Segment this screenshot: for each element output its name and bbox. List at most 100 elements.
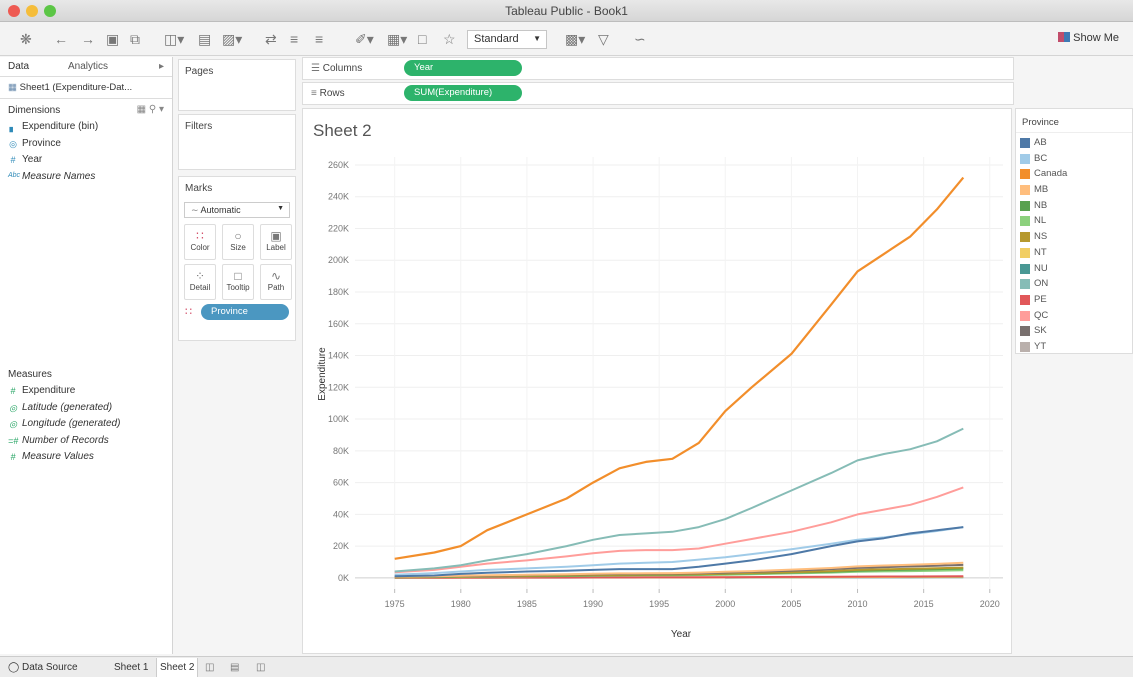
y-tick-label: 80K bbox=[333, 446, 349, 456]
new-worksheet-icon[interactable]: ◫▾ bbox=[164, 31, 185, 47]
back-arrow-icon[interactable]: ← bbox=[54, 31, 68, 47]
save-icon[interactable]: ▣ bbox=[106, 31, 120, 47]
new-story-icon[interactable]: ◫ bbox=[256, 662, 266, 673]
tooltip-button[interactable]: □ Tooltip bbox=[222, 264, 254, 300]
tab-analytics[interactable]: Analytics bbox=[68, 61, 109, 72]
path-icon: ∿ bbox=[270, 269, 282, 283]
y-tick-label: 180K bbox=[328, 287, 349, 297]
line-chart[interactable]: 0K 20K 40K 60K 80K 100K 120K 140K 160K 180K 200K 22… bbox=[303, 109, 1011, 653]
gridlines bbox=[355, 157, 1003, 589]
series-line-ab[interactable] bbox=[394, 526, 964, 578]
field-year[interactable]: # Year bbox=[0, 152, 172, 169]
field-measure-names[interactable]: Abc Measure Names bbox=[8, 170, 96, 182]
detail-icon: ⁘ bbox=[194, 269, 206, 283]
sheet-tab-sheet-2[interactable]: Sheet 2 bbox=[156, 658, 199, 677]
legend-item[interactable]: NB bbox=[1016, 198, 1132, 214]
legend-item[interactable]: ON bbox=[1016, 276, 1132, 292]
group-icon[interactable]: ▦▾ bbox=[387, 31, 408, 47]
field-number-of-records[interactable]: =# Number of Records bbox=[8, 434, 109, 446]
field-expenditure-bin[interactable]: ▖ Expenditure (bin) bbox=[9, 121, 99, 132]
size-button[interactable]: ○ Size bbox=[222, 224, 254, 260]
legend-item[interactable]: AB bbox=[1016, 135, 1132, 151]
data-source-item[interactable]: ▦ Sheet1 (Expenditure-Dat... bbox=[0, 77, 172, 99]
legend-label: NB bbox=[1034, 199, 1048, 211]
series-line-mb[interactable] bbox=[394, 561, 964, 578]
swap-rows-columns-icon[interactable]: ⇄ bbox=[265, 31, 277, 47]
new-dashboard-icon[interactable]: ▤ bbox=[230, 662, 240, 673]
path-button[interactable]: ∿ Path bbox=[260, 264, 292, 300]
series-line-canada[interactable] bbox=[394, 176, 965, 560]
globe-icon: ◎ bbox=[9, 138, 17, 149]
legend-swatch bbox=[1020, 326, 1030, 337]
fit-mode-select[interactable]: Standard ▼ bbox=[467, 30, 547, 49]
legend-label: NL bbox=[1034, 215, 1047, 227]
y-tick-label: 260K bbox=[328, 160, 349, 170]
legend-item[interactable]: NS bbox=[1016, 229, 1132, 245]
series-line-pe[interactable] bbox=[394, 575, 964, 579]
legend-item[interactable]: YT bbox=[1016, 339, 1132, 355]
cards-column: Pages Filters Marks ∼ Automatic ▼ ∷ Color … bbox=[174, 57, 299, 654]
data-source-tab[interactable]: ◯ Data Source bbox=[8, 662, 78, 673]
toolbar: ❋ ← → ▣ ⧉ ◫▾ ▤ ▨▾ ⇄ ≡ ≡ ✐▾ ▦▾ □ ☆ Standa… bbox=[0, 22, 1133, 56]
mark-type-select[interactable]: ∼ Automatic ▼ bbox=[184, 202, 290, 218]
field-measure-values[interactable]: # Measure Values bbox=[0, 449, 172, 466]
labels-icon[interactable]: □ bbox=[418, 31, 427, 47]
legend-swatch bbox=[1020, 169, 1030, 180]
columns-label: ☰ Columns bbox=[311, 63, 363, 74]
new-data-source-icon[interactable]: ⧉ bbox=[130, 31, 140, 47]
year-column-pill[interactable]: Year bbox=[404, 60, 522, 76]
field-latitude[interactable]: ◎ Latitude (generated) bbox=[9, 401, 113, 413]
new-worksheet-icon[interactable]: ◫ bbox=[205, 662, 215, 673]
x-tick-label: 1975 bbox=[385, 599, 405, 609]
legend-swatch bbox=[1020, 138, 1030, 148]
legend-item[interactable]: SK bbox=[1016, 323, 1132, 339]
sort-descending-icon[interactable]: ≡ bbox=[315, 31, 324, 47]
pane-collapse-icon[interactable]: ▸ bbox=[159, 61, 165, 72]
legend-item[interactable]: NU bbox=[1016, 261, 1132, 277]
province-color-pill[interactable]: Province bbox=[201, 304, 289, 320]
zoom-window-button[interactable] bbox=[44, 5, 56, 17]
sort-ascending-icon[interactable]: ≡ bbox=[290, 31, 299, 47]
duplicate-sheet-icon[interactable]: ▤ bbox=[198, 31, 212, 47]
series-line-on[interactable] bbox=[394, 427, 964, 573]
sheet-tab-sheet-1[interactable]: Sheet 1 bbox=[114, 662, 149, 673]
legend-item[interactable]: MB bbox=[1016, 182, 1132, 198]
search-icon[interactable]: ▦ ⚲ ▾ bbox=[136, 104, 164, 115]
chevron-down-icon: ▼ bbox=[533, 34, 541, 43]
fix-axes-icon[interactable]: ☆ bbox=[443, 31, 456, 47]
close-window-button[interactable] bbox=[8, 5, 20, 17]
tab-data[interactable]: Data bbox=[8, 61, 30, 72]
legend-item[interactable]: QC bbox=[1016, 308, 1132, 324]
clear-sheet-icon[interactable]: ▨▾ bbox=[222, 31, 243, 47]
field-expenditure[interactable]: # Expenditure bbox=[0, 383, 172, 400]
legend-item[interactable]: PE bbox=[1016, 292, 1132, 308]
presentation-mode-icon[interactable]: ▽ bbox=[598, 31, 609, 47]
color-button[interactable]: ∷ Color bbox=[184, 224, 216, 260]
field-longitude[interactable]: ◎ Longitude (generated) bbox=[9, 418, 121, 429]
legend-item[interactable]: BC bbox=[1016, 151, 1132, 167]
y-tick-label: 140K bbox=[328, 351, 349, 361]
label-button[interactable]: ▣ Label bbox=[260, 224, 292, 260]
x-tick-label: 2000 bbox=[715, 599, 735, 609]
minimize-window-button[interactable] bbox=[26, 5, 38, 17]
legend-swatch bbox=[1020, 294, 1030, 305]
show-cards-icon[interactable]: ▩▾ bbox=[565, 31, 586, 47]
legend-item[interactable]: NT bbox=[1016, 245, 1132, 261]
detail-button[interactable]: ⁘ Detail bbox=[184, 264, 216, 300]
legend-item[interactable]: Canada bbox=[1016, 166, 1132, 182]
series-line-qc[interactable] bbox=[394, 486, 964, 574]
field-province[interactable]: ◎ Province bbox=[9, 137, 61, 149]
highlight-icon[interactable]: ✐▾ bbox=[355, 31, 374, 47]
pages-card[interactable]: Pages bbox=[178, 59, 296, 111]
show-me-button[interactable]: Show Me bbox=[1058, 32, 1119, 44]
x-tick-label: 1980 bbox=[451, 599, 471, 609]
share-icon[interactable]: ∽ bbox=[634, 31, 646, 47]
y-axis-ticks: 0K 20K 40K 60K 80K 100K 120K 140K 160K 180K 200K 22… bbox=[328, 160, 349, 583]
forward-arrow-icon[interactable]: → bbox=[81, 31, 95, 47]
expenditure-row-pill[interactable]: SUM(Expenditure) bbox=[404, 85, 522, 101]
x-tick-label: 1990 bbox=[583, 599, 603, 609]
legend-item[interactable]: NL bbox=[1016, 213, 1132, 229]
x-tick-label: 2020 bbox=[980, 599, 1000, 609]
filters-card[interactable]: Filters bbox=[178, 114, 296, 170]
tableau-logo-icon[interactable]: ❋ bbox=[20, 31, 32, 47]
